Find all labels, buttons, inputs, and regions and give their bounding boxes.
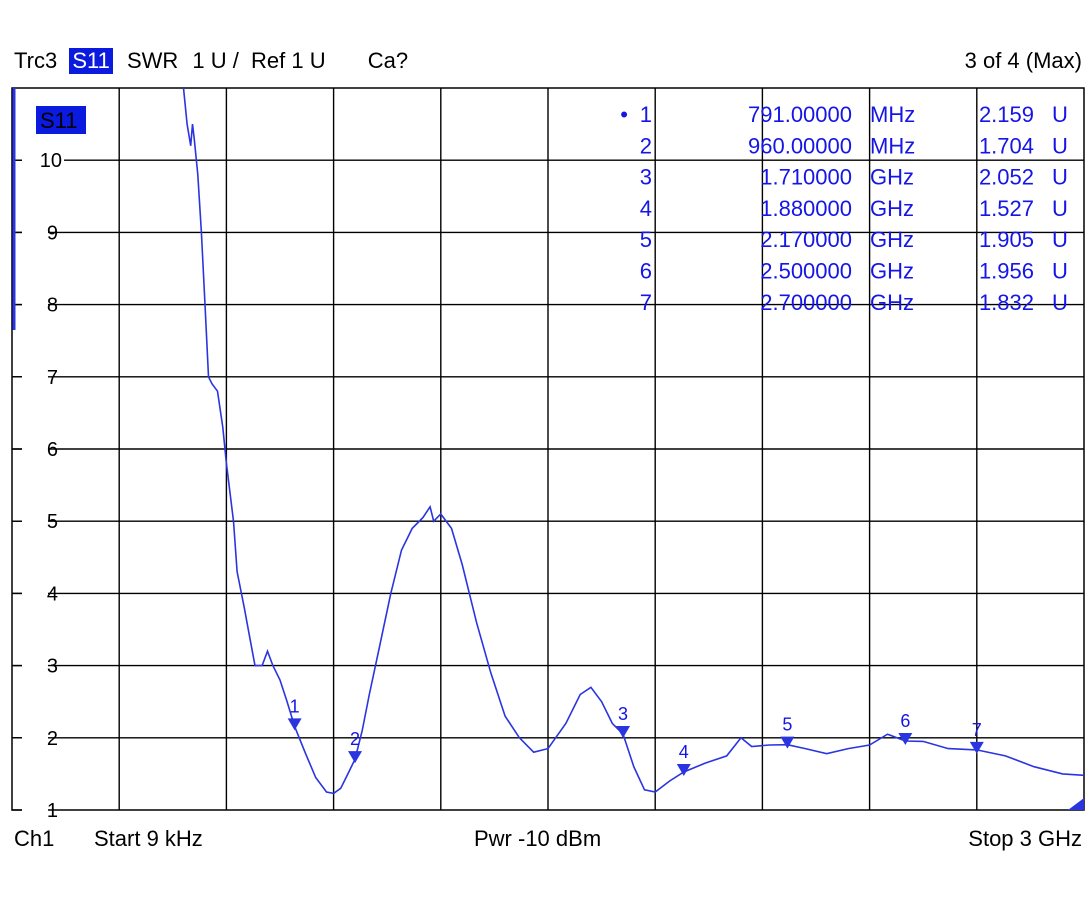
trace-count: 3 of 4 (Max) bbox=[964, 48, 1082, 73]
marker-active-dot: • bbox=[620, 102, 628, 127]
marker-table: • 1 791.00000 MHz 2.159 U 2 960.00000 MHz 1.704 U 3… bbox=[620, 102, 1068, 315]
marker-table-freq: 1.880000 bbox=[760, 196, 852, 221]
marker-table-value-unit: U bbox=[1052, 133, 1068, 158]
marker-table-freq: 2.170000 bbox=[760, 227, 852, 252]
y-tick-bg bbox=[22, 365, 48, 388]
y-tick-label: 6 bbox=[47, 439, 58, 461]
y-tick-bg bbox=[22, 149, 64, 172]
y-tick-label: 10 bbox=[40, 150, 62, 172]
marker-table-freq: 2.700000 bbox=[760, 290, 852, 315]
stop-frequency[interactable]: Stop 3 GHz bbox=[968, 826, 1082, 851]
y-tick-bg bbox=[22, 799, 48, 821]
y-tick-label: 9 bbox=[47, 222, 58, 244]
marker-3-triangle[interactable] bbox=[616, 726, 631, 739]
marker-table-freq: 791.00000 bbox=[748, 102, 852, 127]
marker-7-label: 7 bbox=[972, 720, 982, 740]
marker-table-id: 6 bbox=[640, 259, 652, 284]
trace-line[interactable] bbox=[182, 87, 1085, 795]
y-tick-label: 2 bbox=[47, 728, 58, 750]
y-tick-label: 7 bbox=[47, 367, 58, 389]
marker-5-triangle[interactable] bbox=[780, 736, 795, 749]
trace-label[interactable]: S11 bbox=[40, 108, 78, 133]
marker-6-label: 6 bbox=[900, 711, 910, 731]
y-tick-label: 1 bbox=[47, 800, 58, 822]
marker-table-id: 1 bbox=[640, 102, 652, 127]
y-tick-bg bbox=[22, 510, 48, 533]
marker-4-triangle[interactable] bbox=[676, 763, 691, 776]
stop-indicator bbox=[1068, 798, 1084, 810]
format-label[interactable]: SWR bbox=[126, 48, 179, 73]
marker-table-value-unit: U bbox=[1052, 196, 1068, 221]
marker-table-value: 1.527 bbox=[979, 196, 1034, 221]
y-tick-bg bbox=[22, 582, 48, 605]
marker-table-freq: 2.500000 bbox=[760, 259, 852, 284]
scale-label[interactable]: 1 U / bbox=[192, 48, 239, 73]
parameter-badge[interactable]: S11 bbox=[69, 48, 113, 74]
marker-table-unit: GHz bbox=[870, 227, 914, 252]
marker-table-unit: GHz bbox=[870, 196, 914, 221]
marker-2-label: 2 bbox=[350, 729, 360, 749]
marker-table-unit: GHz bbox=[870, 259, 914, 284]
source-power[interactable]: Pwr -10 dBm bbox=[474, 826, 602, 851]
reference-label[interactable]: Ref 1 U bbox=[251, 48, 326, 73]
y-tick-bg bbox=[22, 654, 48, 677]
trace-name[interactable]: Trc3 bbox=[14, 48, 58, 73]
marker-table-value-unit: U bbox=[1052, 165, 1068, 190]
marker-table-value: 2.159 bbox=[979, 102, 1034, 127]
marker-2-triangle[interactable] bbox=[348, 751, 363, 764]
y-tick-labels: 1 2 3 4 5 6 7 8 9 10 S11 bbox=[12, 88, 86, 822]
marker-table-freq: 1.710000 bbox=[760, 165, 852, 190]
y-tick-label: 4 bbox=[47, 583, 58, 605]
marker-table-value: 1.704 bbox=[979, 133, 1034, 158]
calibration-status: Ca? bbox=[367, 48, 409, 73]
start-frequency[interactable]: Start 9 kHz bbox=[94, 826, 203, 851]
y-tick-bg bbox=[22, 293, 48, 316]
grid bbox=[11, 87, 1085, 811]
marker-table-unit: MHz bbox=[870, 133, 915, 158]
marker-table-unit: MHz bbox=[870, 102, 915, 127]
marker-table-value-unit: U bbox=[1052, 227, 1068, 252]
marker-1-triangle[interactable] bbox=[287, 718, 302, 731]
marker-layer: 1 2 3 4 5 6 7 bbox=[287, 696, 984, 776]
trace-label-box bbox=[36, 106, 86, 134]
marker-table-value: 1.832 bbox=[979, 290, 1034, 315]
marker-table-id: 5 bbox=[640, 227, 652, 252]
marker-table-unit: GHz bbox=[870, 290, 914, 315]
marker-table-value: 1.956 bbox=[979, 259, 1034, 284]
trace-header: Trc3 S11 SWR 1 U / Ref 1 U Ca? bbox=[14, 48, 408, 74]
y-tick-bg bbox=[22, 726, 48, 749]
marker-3-label: 3 bbox=[618, 704, 628, 724]
marker-1-label: 1 bbox=[290, 696, 300, 716]
y-tick-label: 8 bbox=[47, 295, 58, 317]
marker-table-freq: 960.00000 bbox=[748, 133, 852, 158]
marker-table-id: 3 bbox=[640, 165, 652, 190]
marker-table-id: 7 bbox=[640, 290, 652, 315]
marker-table-value-unit: U bbox=[1052, 259, 1068, 284]
marker-5-label: 5 bbox=[782, 715, 792, 735]
y-tick-label: 3 bbox=[47, 656, 58, 678]
marker-table-id: 4 bbox=[640, 196, 652, 221]
marker-table-value-unit: U bbox=[1052, 102, 1068, 127]
marker-table-value-unit: U bbox=[1052, 290, 1068, 315]
y-tick-label: 5 bbox=[47, 511, 58, 533]
marker-4-label: 4 bbox=[679, 742, 689, 762]
channel-label[interactable]: Ch1 bbox=[14, 826, 55, 851]
marker-table-value: 1.905 bbox=[979, 227, 1034, 252]
marker-7-triangle[interactable] bbox=[969, 741, 984, 754]
marker-table-id: 2 bbox=[640, 133, 652, 158]
marker-table-value: 2.052 bbox=[979, 165, 1034, 190]
y-tick-bg bbox=[22, 221, 48, 244]
marker-table-unit: GHz bbox=[870, 165, 914, 190]
y-tick-bg bbox=[22, 438, 48, 460]
marker-6-triangle[interactable] bbox=[898, 732, 913, 745]
